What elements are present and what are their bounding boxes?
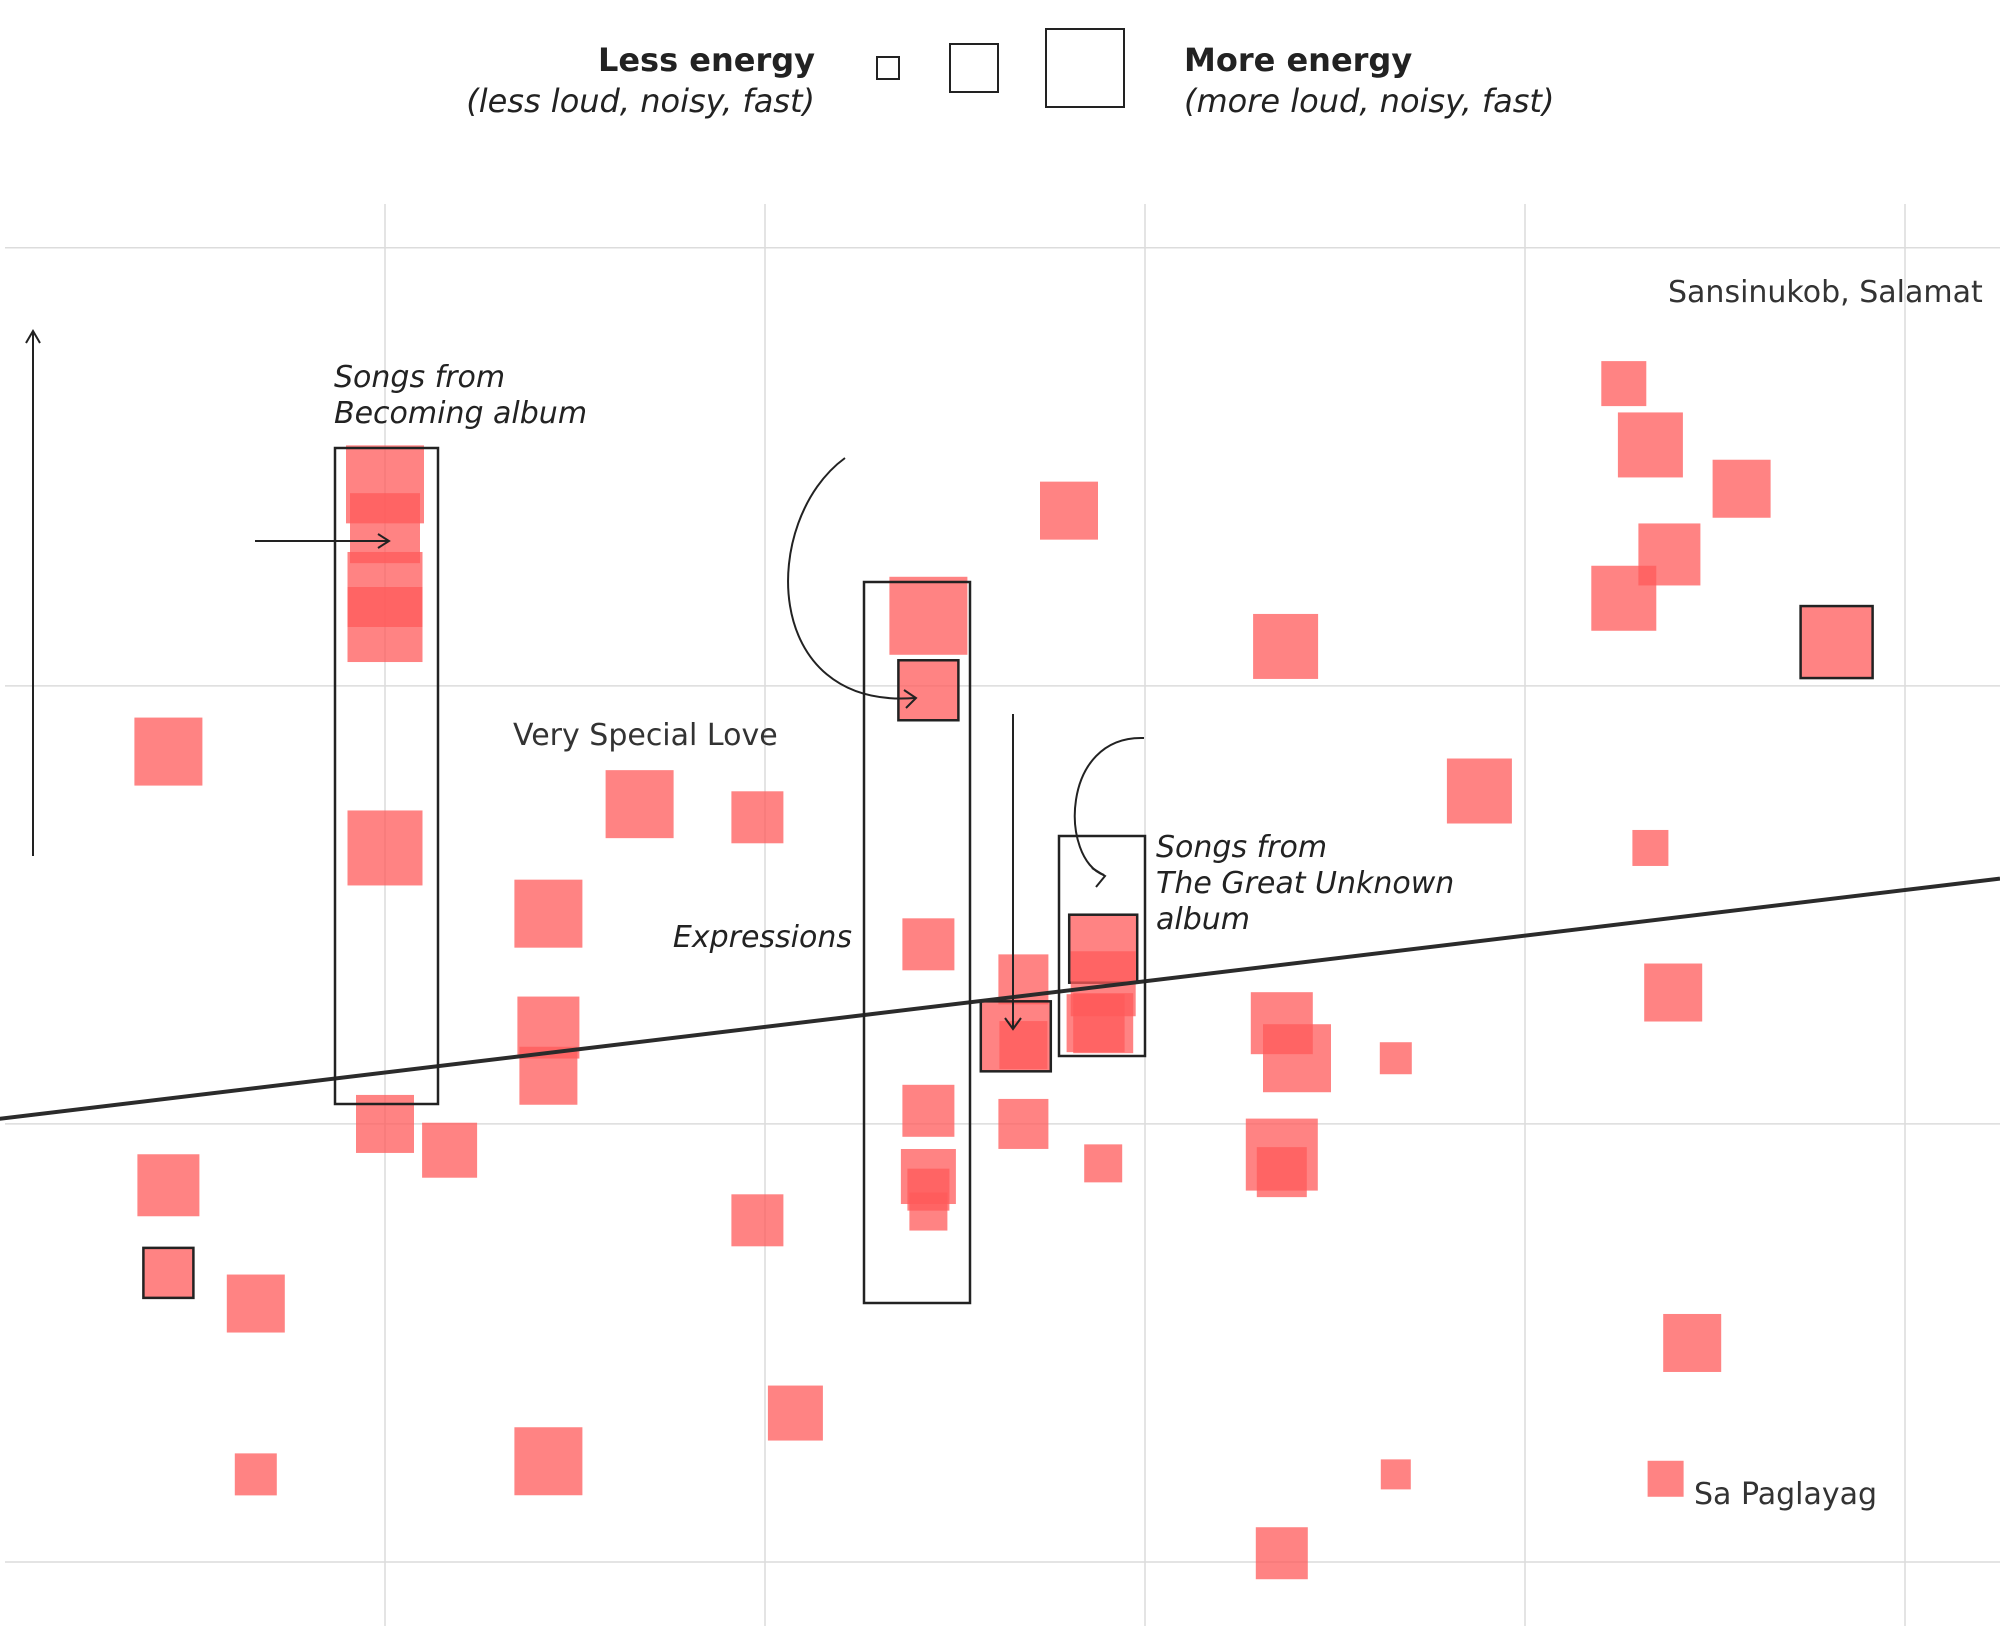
expressions-arrow	[787, 457, 918, 709]
song-point	[1066, 994, 1125, 1053]
song-point	[514, 1427, 583, 1496]
expressions-frame	[862, 580, 972, 1305]
legend-size-sample	[876, 56, 900, 80]
song-point	[902, 1084, 955, 1137]
data-points	[134, 361, 1874, 1580]
very-special-love-arrow	[255, 533, 391, 549]
trendline	[0, 876, 2000, 1121]
y-direction-arrow	[25, 329, 41, 856]
song-point	[226, 1274, 285, 1333]
song-point	[1647, 1460, 1684, 1497]
legend-more-subtitle: (more loud, noisy, fast)	[1184, 82, 1554, 120]
legend-size-samples	[876, 28, 1125, 108]
becoming-album-label: Songs from Becoming album	[334, 360, 587, 431]
song-point	[909, 1192, 948, 1231]
trendline-line	[0, 876, 2000, 1121]
highlighted-song-point	[142, 1246, 195, 1300]
great-unknown-album-label: Songs from The Great Unknown album	[1156, 830, 1464, 937]
sa-paglayag-label: Sa Paglayag	[1694, 1477, 1877, 1512]
highlighted-song-point	[897, 659, 960, 722]
song-point	[1712, 459, 1771, 518]
expressions-label: Expressions	[673, 920, 852, 955]
song-point	[1263, 1024, 1331, 1093]
song-point	[137, 1154, 200, 1217]
annotations: Songs from Becoming album Very Special L…	[25, 275, 1983, 1512]
song-point	[1591, 565, 1657, 631]
song-point	[767, 1385, 823, 1441]
song-point	[1380, 1459, 1411, 1490]
becoming-album-frame	[333, 446, 440, 1106]
song-point	[234, 1453, 277, 1496]
song-point	[1663, 1313, 1722, 1372]
song-point	[1255, 1527, 1308, 1580]
legend-less-subtitle: (less loud, noisy, fast)	[466, 82, 815, 120]
legend-size-sample	[1045, 28, 1125, 108]
song-point	[1617, 412, 1683, 478]
song-point	[1601, 361, 1647, 407]
song-point	[350, 493, 420, 564]
very-special-love-label: Very Special Love	[513, 718, 778, 753]
great-unknown-frame	[1057, 834, 1147, 1058]
sansinukob-salamat-label: Sansinukob, Salamat	[1668, 275, 1983, 310]
song-point	[1256, 1147, 1307, 1198]
song-point	[514, 879, 583, 948]
song-point	[1084, 1144, 1123, 1183]
legend-more-title: More energy	[1184, 41, 1412, 79]
song-point	[731, 791, 784, 844]
highlighted-song-point	[1799, 604, 1874, 680]
song-point	[134, 717, 203, 786]
song-point	[1644, 963, 1703, 1022]
song-point	[1446, 758, 1512, 824]
song-point	[1632, 829, 1669, 866]
song-point	[731, 1194, 784, 1247]
song-point	[998, 1098, 1049, 1149]
song-point	[902, 918, 955, 971]
legend-less-title: Less energy	[598, 41, 815, 79]
great-unknown-arrow	[1073, 736, 1145, 888]
expressions-down-arrow	[1004, 714, 1022, 1031]
legend-size-sample	[949, 43, 999, 93]
song-point	[1379, 1042, 1412, 1075]
song-point	[1040, 481, 1098, 540]
song-point	[1253, 613, 1319, 679]
song-point	[889, 576, 968, 655]
song-point	[347, 587, 423, 663]
song-point	[422, 1122, 478, 1178]
legend: Less energy (less loud, noisy, fast) Mor…	[466, 28, 1554, 120]
grid	[5, 204, 2000, 1626]
song-point	[347, 810, 423, 886]
highlighted-song-point	[979, 1000, 1053, 1073]
song-point	[605, 770, 674, 839]
